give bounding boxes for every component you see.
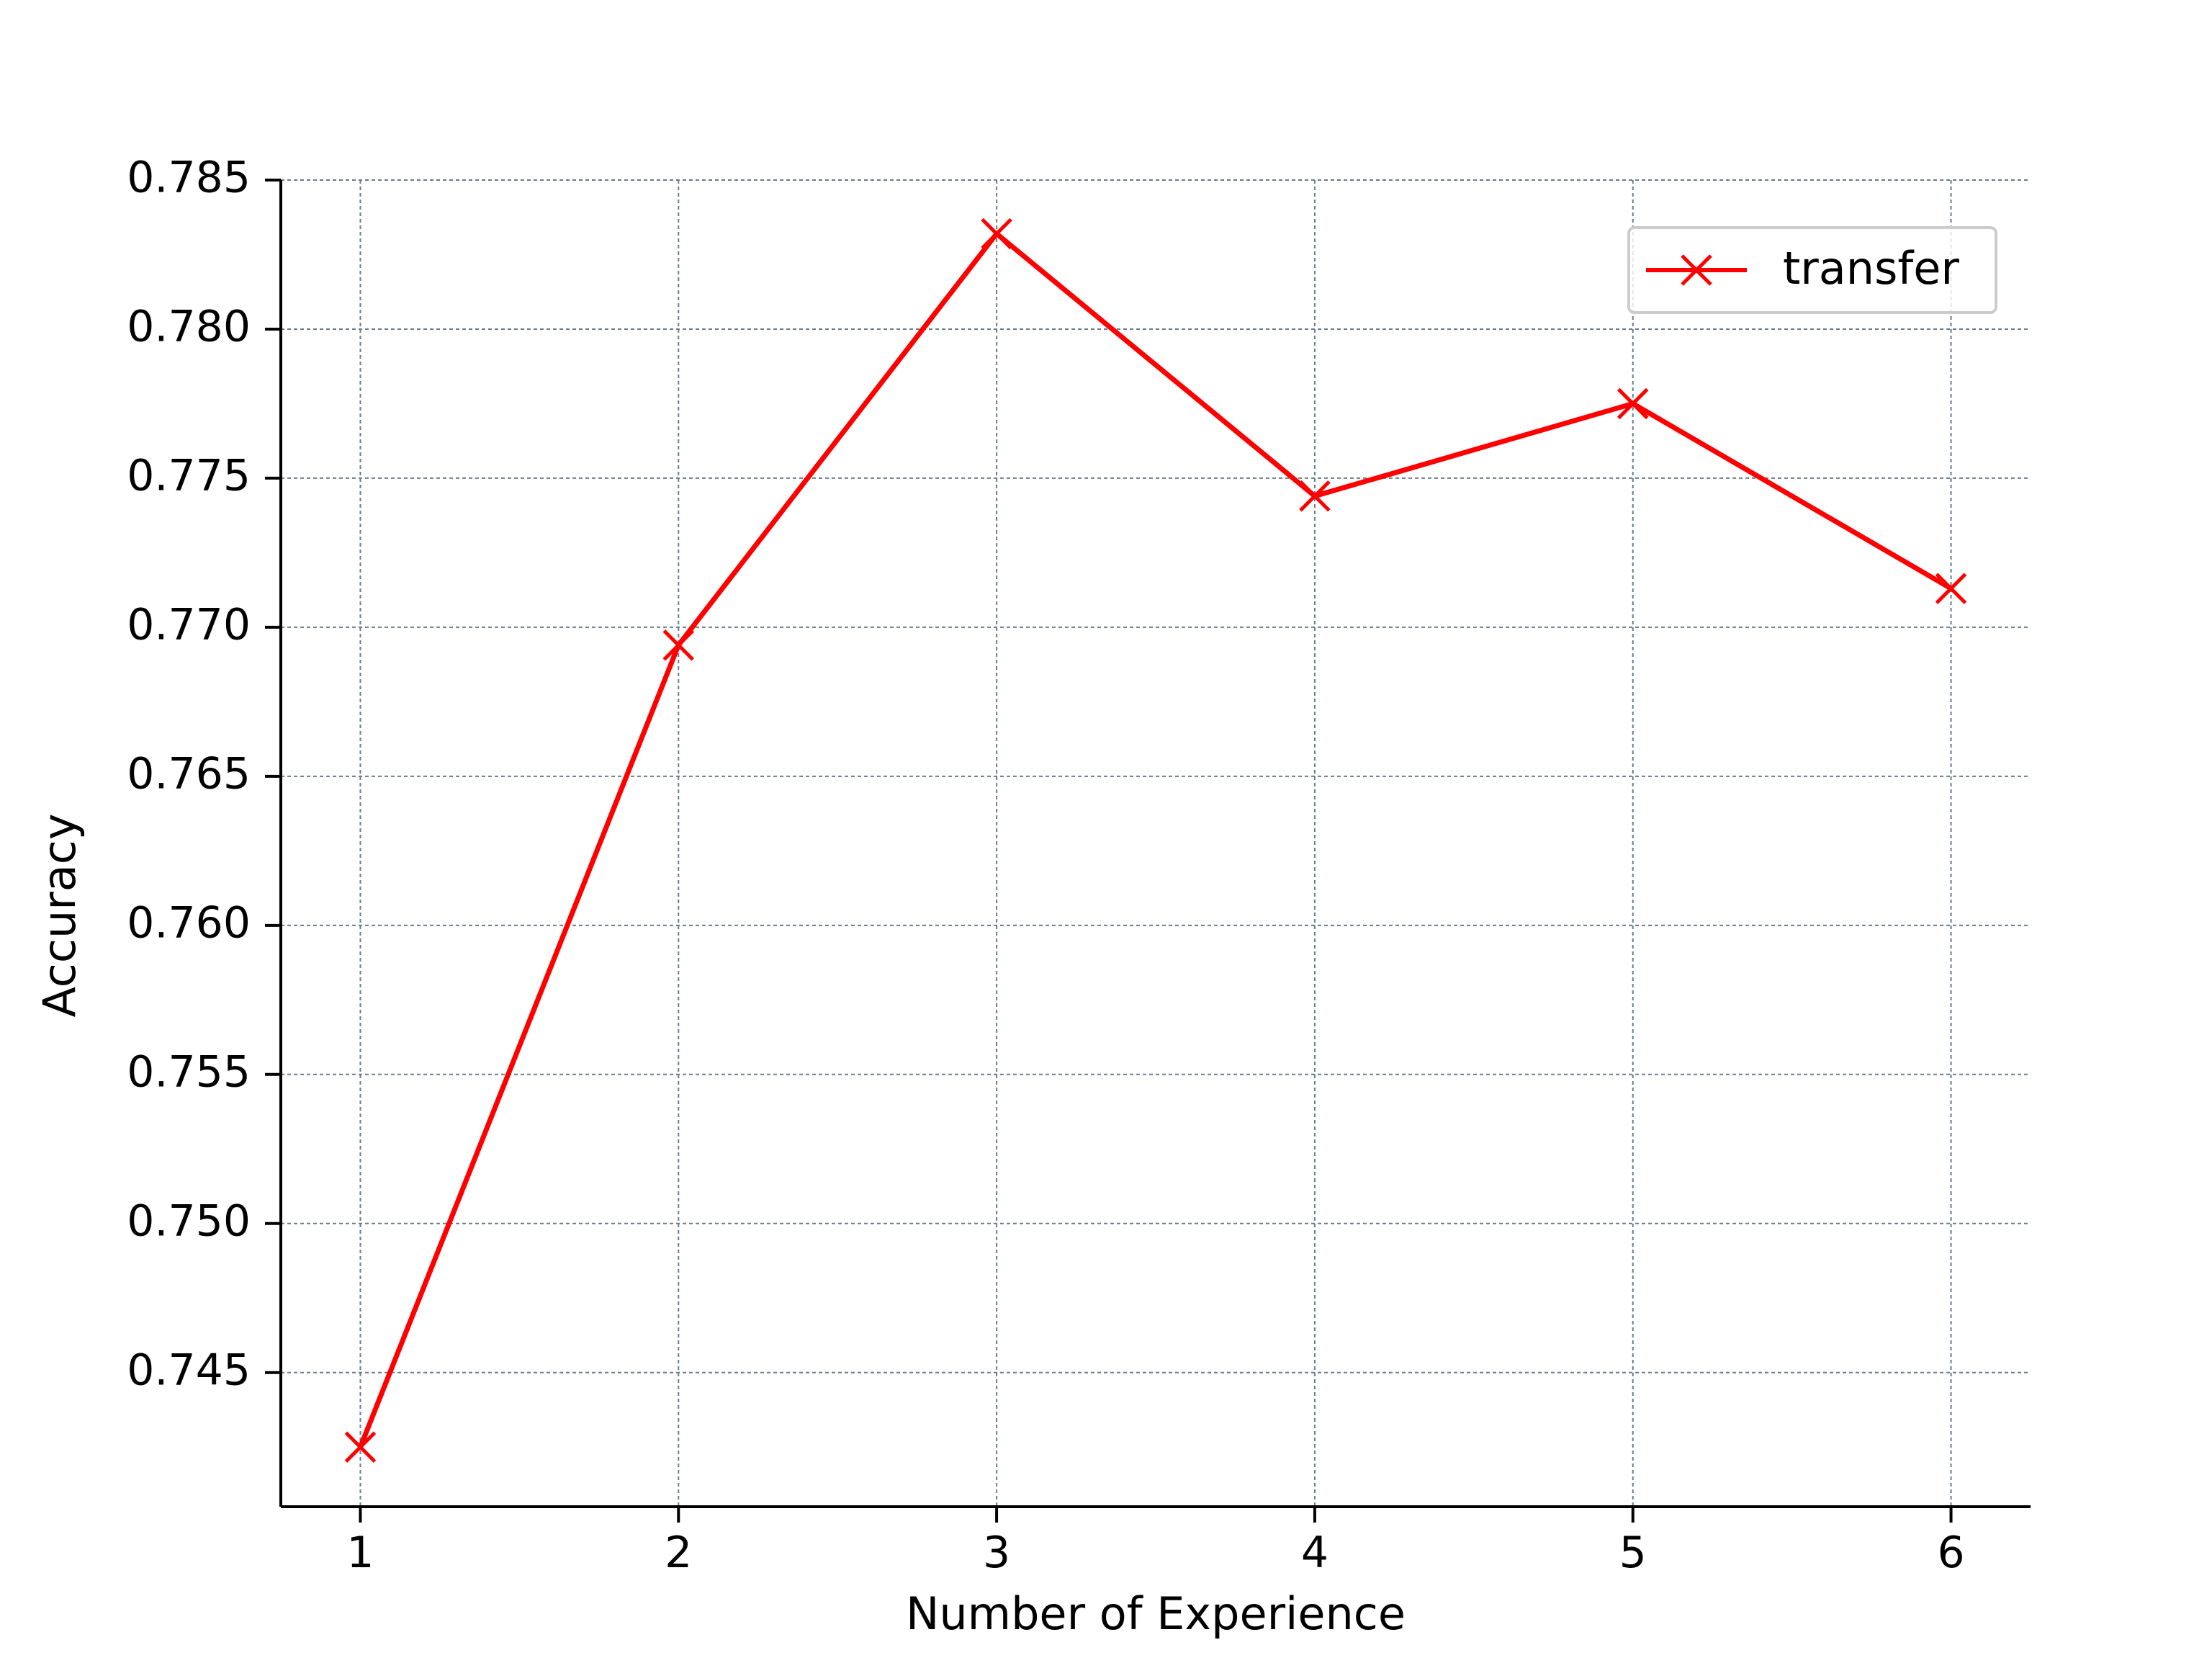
data-point — [344, 1431, 377, 1463]
series-line-transfer — [358, 231, 1953, 1448]
data-point — [981, 218, 1012, 250]
grid-lines — [281, 179, 2031, 1507]
marker-stroke — [1935, 573, 1967, 604]
marker-stroke — [662, 629, 695, 661]
data-point — [1935, 573, 1967, 604]
marker-stroke — [344, 1431, 377, 1463]
x-tick-label: 1 — [346, 1528, 374, 1578]
marker-stroke — [1617, 387, 1649, 420]
y-tick-label: 0.750 — [127, 1196, 251, 1246]
x-tick-label: 4 — [1301, 1528, 1328, 1578]
x-tick-label: 5 — [1619, 1528, 1647, 1578]
data-point — [662, 629, 695, 661]
y-tick-label: 0.785 — [127, 153, 251, 203]
y-tick-label: 0.770 — [127, 599, 251, 650]
data-point — [1617, 387, 1649, 420]
marker-stroke — [1299, 480, 1331, 512]
y-tick-label: 0.755 — [127, 1046, 251, 1097]
y-tick-label: 0.775 — [127, 451, 251, 501]
marker-stroke — [1681, 254, 1712, 286]
legend-marker-x — [1681, 254, 1712, 286]
y-tick-label: 0.745 — [127, 1345, 251, 1395]
y-tick-label: 0.765 — [127, 748, 251, 799]
series-layer — [344, 218, 1967, 1463]
x-tick-label: 6 — [1937, 1528, 1964, 1578]
y-axis-label: Accuracy — [33, 813, 86, 1017]
legend-label-transfer: transfer — [1783, 242, 1959, 295]
legend-swatch-marker — [1681, 254, 1712, 286]
y-tick-label: 0.760 — [127, 897, 251, 948]
x-axis-label: Number of Experience — [906, 1587, 1406, 1640]
x-tick-label: 2 — [665, 1528, 692, 1578]
legend-frame — [1627, 226, 1997, 314]
marker-stroke — [981, 218, 1012, 250]
data-point — [1299, 480, 1331, 512]
legend: transfer — [1627, 226, 1997, 314]
y-tick-label: 0.780 — [127, 302, 251, 352]
x-tick-label: 3 — [983, 1528, 1010, 1578]
axes: 0.745 0.750 0.755 0.760 0.765 0.770 0.775 0.780… — [127, 153, 2031, 1578]
